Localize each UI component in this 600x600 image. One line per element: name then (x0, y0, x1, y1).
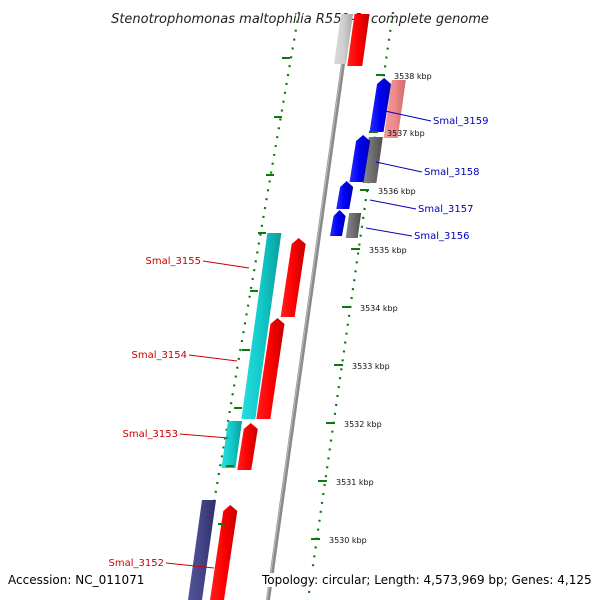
gene-label-smal-3156: Smal_3156 (414, 231, 469, 242)
gene-smal-3156 (345, 213, 362, 238)
gene-label-smal-3152: Smal_3152 (109, 558, 164, 569)
gene-reverse-blue-3 (329, 210, 346, 236)
gene-leader-line (165, 562, 215, 569)
kbp-label: 3538 kbp (394, 72, 432, 81)
kbp-label: 3531 kbp (336, 478, 374, 487)
gene-leader-line (365, 227, 413, 237)
gene-leader-line (375, 161, 423, 173)
gene-reverse-blue-1 (369, 78, 392, 132)
gene-leader-line (202, 260, 250, 269)
map-title: Stenotrophomonas maltophilia R551-3, com… (111, 12, 489, 27)
gene-partial-gray (334, 14, 354, 64)
gene-forward-red-4 (210, 505, 238, 600)
gene-leader-line (384, 110, 432, 122)
gene-smal-3159 (383, 80, 406, 138)
kbp-ruler: 3538 kbp 3537 kbp 3536 kbp 3535 kbp 3534 kbp… (218, 57, 432, 545)
accession-text: Accession: NC_011071 (8, 573, 145, 587)
gene-label-smal-3157: Smal_3157 (418, 204, 473, 215)
gene-leader-line (188, 354, 238, 362)
gene-labels: Smal_3159 Smal_3158 Smal_3157 Smal_3156 Smal… (109, 110, 488, 569)
backbone-line (266, 13, 352, 600)
gene-smal-3152 (188, 500, 216, 600)
gene-track (188, 14, 406, 600)
gene-forward-red-1 (280, 238, 306, 317)
gene-smal-3154 (256, 318, 285, 419)
kbp-label: 3537 kbp (387, 129, 425, 138)
dotted-guide-left (195, 11, 301, 600)
gene-smal-3155 (241, 233, 282, 419)
kbp-label: 3530 kbp (329, 536, 367, 545)
gene-partial-red (347, 14, 370, 66)
gene-label-smal-3155: Smal_3155 (146, 256, 201, 267)
backbone-highlight (266, 13, 350, 600)
kbp-label: 3535 kbp (369, 246, 407, 255)
kbp-label: 3532 kbp (344, 420, 382, 429)
gene-label-smal-3158: Smal_3158 (424, 167, 479, 178)
gene-label-smal-3154: Smal_3154 (132, 350, 187, 361)
gene-label-smal-3153: Smal_3153 (123, 429, 178, 440)
gene-reverse-blue-2 (349, 135, 371, 182)
gene-forward-red-3 (237, 423, 258, 470)
topology-text: Topology: circular; Length: 4,573,969 bp… (262, 573, 592, 587)
kbp-label: 3536 kbp (378, 187, 416, 196)
gene-leader-line (179, 433, 229, 439)
gene-label-smal-3159: Smal_3159 (433, 116, 488, 127)
gene-leader-line (369, 199, 417, 210)
gene-smal-3157 (336, 181, 354, 209)
kbp-label: 3533 kbp (352, 362, 390, 371)
kbp-label: 3534 kbp (360, 304, 398, 313)
gene-smal-3153 (221, 421, 243, 468)
